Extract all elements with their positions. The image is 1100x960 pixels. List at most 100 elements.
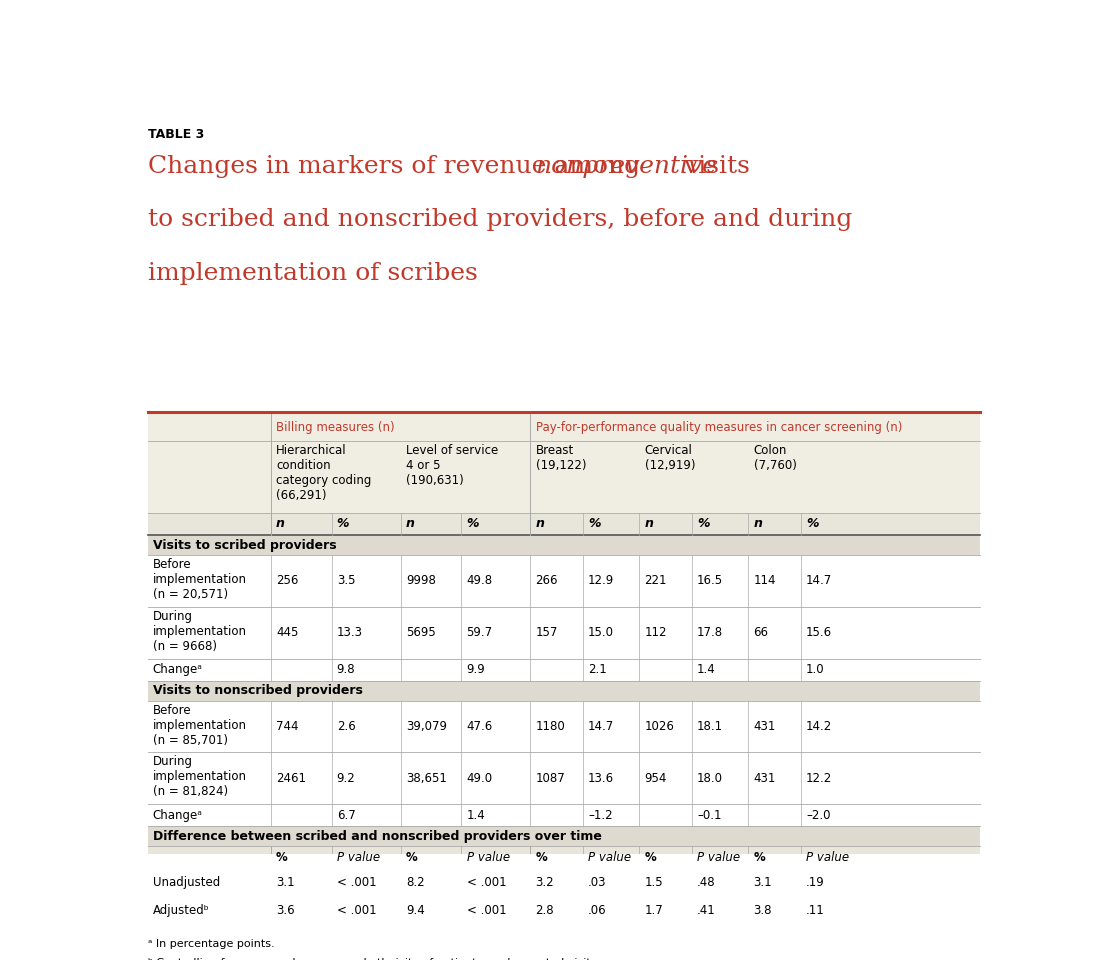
Text: %: % (645, 851, 657, 864)
Bar (530, 414, 980, 442)
Text: n: n (645, 517, 653, 531)
Text: Pay-for-performance quality measures in cancer screening (n): Pay-for-performance quality measures in … (536, 421, 902, 434)
Text: –2.0: –2.0 (806, 808, 830, 822)
Text: P value: P value (466, 851, 509, 864)
Text: –1.2: –1.2 (588, 808, 613, 822)
Bar (147, 897, 980, 924)
Text: 3.6: 3.6 (276, 904, 295, 917)
Text: 9.4: 9.4 (406, 904, 425, 917)
Text: P value: P value (806, 851, 849, 864)
Text: 12.9: 12.9 (588, 574, 614, 588)
Text: 18.0: 18.0 (697, 772, 723, 784)
Text: 9998: 9998 (406, 574, 436, 588)
Text: 15.6: 15.6 (806, 626, 832, 639)
Text: Visits to nonscribed providers: Visits to nonscribed providers (153, 684, 363, 697)
Text: 8.2: 8.2 (406, 876, 425, 889)
Text: to scribed and nonscribed providers, before and during: to scribed and nonscribed providers, bef… (147, 208, 852, 231)
Text: 49.0: 49.0 (466, 772, 493, 784)
Text: %: % (406, 851, 418, 864)
Text: .03: .03 (588, 876, 606, 889)
Text: 256: 256 (276, 574, 298, 588)
Text: Billing measures (n): Billing measures (n) (276, 421, 395, 434)
Text: .06: .06 (588, 904, 606, 917)
Text: P value: P value (697, 851, 740, 864)
Text: 3.8: 3.8 (754, 904, 772, 917)
Text: %: % (754, 851, 766, 864)
Text: 14.2: 14.2 (806, 720, 833, 733)
Text: 3.2: 3.2 (536, 876, 554, 889)
Text: –0.1: –0.1 (697, 808, 722, 822)
Text: 1.5: 1.5 (645, 876, 663, 889)
Text: Changeᵃ: Changeᵃ (153, 663, 202, 676)
Bar (147, 414, 271, 442)
Text: nonpreventive: nonpreventive (536, 156, 717, 179)
Text: Breast
(19,122): Breast (19,122) (536, 444, 586, 472)
Text: Level of service
4 or 5
(190,631): Level of service 4 or 5 (190,631) (406, 444, 498, 487)
Text: 2.1: 2.1 (588, 663, 607, 676)
Text: 2.8: 2.8 (536, 904, 554, 917)
Text: Visits to scribed providers: Visits to scribed providers (153, 539, 337, 552)
Text: n: n (754, 517, 762, 531)
Text: < .001: < .001 (337, 876, 376, 889)
Text: .19: .19 (806, 876, 825, 889)
Text: 15.0: 15.0 (588, 626, 614, 639)
Text: 18.1: 18.1 (697, 720, 723, 733)
Text: 3.1: 3.1 (276, 876, 295, 889)
Bar (147, 535, 980, 555)
Text: Colon
(7,760): Colon (7,760) (754, 444, 796, 472)
Text: Adjustedᵇ: Adjustedᵇ (153, 904, 210, 917)
Text: 14.7: 14.7 (806, 574, 833, 588)
Text: Difference between scribed and nonscribed providers over time: Difference between scribed and nonscribe… (153, 829, 602, 843)
Text: Before
implementation
(n = 85,701): Before implementation (n = 85,701) (153, 704, 246, 747)
Text: .11: .11 (806, 904, 825, 917)
Text: 5695: 5695 (406, 626, 436, 639)
Text: %: % (337, 517, 349, 531)
Text: 445: 445 (276, 626, 298, 639)
Text: P value: P value (588, 851, 631, 864)
Text: 39,079: 39,079 (406, 720, 447, 733)
Text: 266: 266 (536, 574, 558, 588)
Text: Hierarchical
condition
category coding
(66,291): Hierarchical condition category coding (… (276, 444, 372, 502)
Text: %: % (466, 517, 478, 531)
Text: 16.5: 16.5 (697, 574, 723, 588)
Text: < .001: < .001 (466, 876, 506, 889)
Text: 38,651: 38,651 (406, 772, 447, 784)
Text: %: % (536, 851, 548, 864)
Bar (147, 827, 980, 847)
Text: 3.1: 3.1 (754, 876, 772, 889)
Text: n: n (536, 517, 544, 531)
Text: visits: visits (676, 156, 750, 179)
Text: 12.2: 12.2 (806, 772, 833, 784)
Text: 1.7: 1.7 (645, 904, 663, 917)
Text: 3.5: 3.5 (337, 574, 355, 588)
Text: 1026: 1026 (645, 720, 674, 733)
Text: 1180: 1180 (536, 720, 565, 733)
Text: 112: 112 (645, 626, 667, 639)
Bar (147, 513, 980, 535)
Text: 1087: 1087 (536, 772, 565, 784)
Text: 13.3: 13.3 (337, 626, 363, 639)
Text: 49.8: 49.8 (466, 574, 493, 588)
Text: 1.0: 1.0 (806, 663, 825, 676)
Text: 221: 221 (645, 574, 667, 588)
Text: TABLE 3: TABLE 3 (147, 128, 204, 141)
Text: .41: .41 (697, 904, 716, 917)
Text: Cervical
(12,919): Cervical (12,919) (645, 444, 695, 472)
Text: n: n (276, 517, 285, 531)
Bar (147, 701, 980, 753)
Text: 2461: 2461 (276, 772, 306, 784)
Text: 9.8: 9.8 (337, 663, 355, 676)
Bar (147, 607, 980, 659)
Text: %: % (806, 517, 818, 531)
Text: %: % (697, 517, 710, 531)
Text: P value: P value (337, 851, 379, 864)
Text: ᵇ Controlling for age, gender, race, and ethnicity of patients, and repeated vis: ᵇ Controlling for age, gender, race, and… (147, 958, 600, 960)
Bar (147, 804, 980, 827)
Text: Changes in markers of revenue among: Changes in markers of revenue among (147, 156, 648, 179)
Text: %: % (588, 517, 601, 531)
Text: 431: 431 (754, 720, 776, 733)
Bar (147, 869, 980, 897)
Text: 47.6: 47.6 (466, 720, 493, 733)
Text: 17.8: 17.8 (697, 626, 723, 639)
Text: 1.4: 1.4 (466, 808, 485, 822)
